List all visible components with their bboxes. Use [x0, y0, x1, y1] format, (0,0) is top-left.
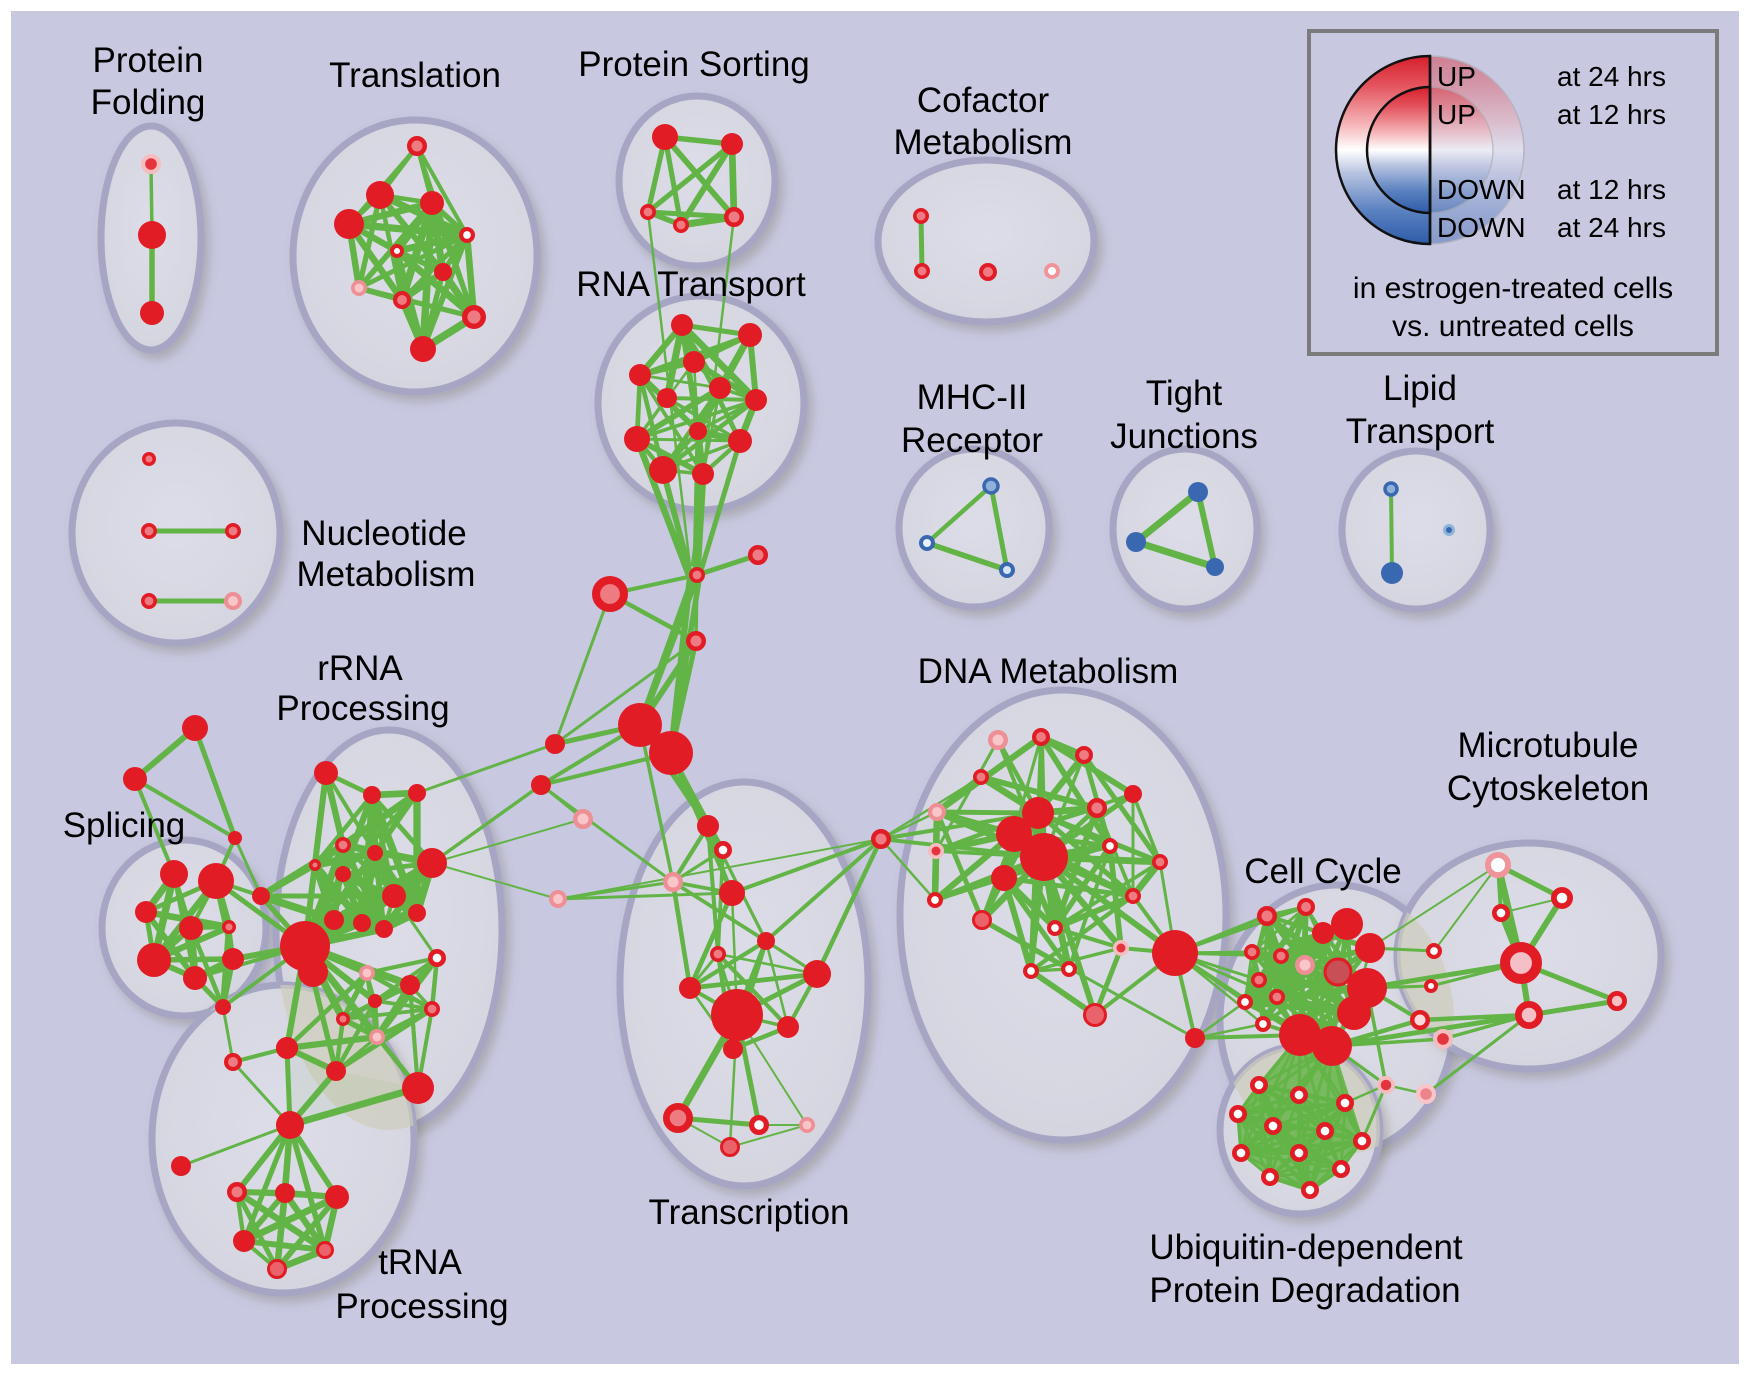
svg-text:Metabolism: Metabolism	[297, 555, 476, 594]
svg-text:Cytoskeleton: Cytoskeleton	[1447, 769, 1649, 808]
svg-text:Protein: Protein	[93, 41, 204, 80]
svg-text:Tight: Tight	[1146, 374, 1223, 413]
svg-text:Receptor: Receptor	[901, 421, 1043, 460]
svg-text:Processing: Processing	[335, 1287, 508, 1326]
svg-text:Protein Sorting: Protein Sorting	[578, 45, 810, 84]
svg-text:tRNA: tRNA	[378, 1243, 462, 1282]
svg-text:MHC-II: MHC-II	[917, 378, 1028, 417]
svg-text:Folding: Folding	[91, 83, 206, 122]
svg-text:Ubiquitin-dependent: Ubiquitin-dependent	[1149, 1228, 1463, 1267]
svg-text:Microtubule: Microtubule	[1458, 726, 1639, 765]
svg-text:Transport: Transport	[1346, 412, 1495, 451]
svg-text:at 12 hrs: at 12 hrs	[1557, 174, 1666, 205]
svg-text:vs. untreated cells: vs. untreated cells	[1392, 310, 1634, 343]
svg-text:at 24 hrs: at 24 hrs	[1557, 61, 1666, 92]
svg-text:Processing: Processing	[276, 689, 449, 728]
svg-text:Protein Degradation: Protein Degradation	[1149, 1271, 1460, 1310]
svg-text:at 24 hrs: at 24 hrs	[1557, 212, 1666, 243]
svg-text:rRNA: rRNA	[317, 649, 403, 688]
svg-text:UP: UP	[1437, 99, 1476, 130]
svg-text:DOWN: DOWN	[1437, 174, 1526, 205]
svg-text:Cofactor: Cofactor	[917, 81, 1050, 120]
svg-text:Junctions: Junctions	[1110, 417, 1258, 456]
svg-text:in estrogen-treated cells: in estrogen-treated cells	[1353, 272, 1673, 305]
svg-text:Transcription: Transcription	[649, 1193, 850, 1232]
svg-text:DNA Metabolism: DNA Metabolism	[918, 652, 1179, 691]
svg-text:Splicing: Splicing	[63, 806, 186, 845]
svg-text:at 12 hrs: at 12 hrs	[1557, 99, 1666, 130]
svg-text:Lipid: Lipid	[1383, 369, 1457, 408]
svg-text:Metabolism: Metabolism	[894, 123, 1073, 162]
svg-text:Translation: Translation	[329, 56, 501, 95]
svg-text:RNA Transport: RNA Transport	[576, 265, 806, 304]
svg-text:UP: UP	[1437, 61, 1476, 92]
svg-text:Nucleotide: Nucleotide	[301, 514, 466, 553]
svg-text:Cell Cycle: Cell Cycle	[1244, 852, 1402, 891]
svg-text:DOWN: DOWN	[1437, 212, 1526, 243]
